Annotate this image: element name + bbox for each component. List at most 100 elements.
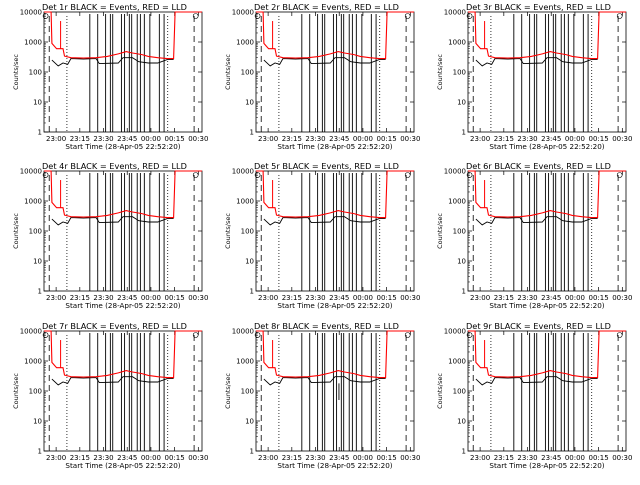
panel-title: Det 1r BLACK = Events, RED = LLD bbox=[42, 2, 187, 12]
x-axis-label: Start Time (28-Apr-05 22:52:20) bbox=[277, 142, 392, 151]
x-tick-label: 23:15 bbox=[494, 454, 514, 462]
y-tick-label: 10 bbox=[33, 258, 42, 266]
panel-det-4: Det 4r BLACK = Events, RED = LLD 1 10 100 10… bbox=[12, 161, 208, 310]
x-tick-label: 00:15 bbox=[165, 294, 185, 302]
panel-title: Det 3r BLACK = Events, RED = LLD bbox=[466, 2, 611, 12]
x-tick-label: 23:45 bbox=[329, 135, 349, 143]
x-tick-label: 23:15 bbox=[494, 294, 514, 302]
panel-title: Det 7r BLACK = Events, RED = LLD bbox=[42, 321, 187, 331]
axes-frame bbox=[43, 170, 203, 292]
series-events bbox=[51, 57, 174, 67]
x-tick-label: 23:00 bbox=[470, 135, 490, 143]
series-events bbox=[51, 216, 174, 226]
x-tick-label: 00:00 bbox=[141, 135, 161, 143]
gap-marker bbox=[42, 332, 49, 338]
y-axis-label: Counts/sec bbox=[436, 373, 444, 409]
x-tick-label: 00:30 bbox=[188, 454, 208, 462]
gap-marker bbox=[192, 172, 199, 178]
y-tick-label: 1000 bbox=[24, 39, 42, 47]
y-tick-label: 1000 bbox=[24, 198, 42, 206]
y-tick-label: 10000 bbox=[232, 168, 254, 176]
y-tick-label: 1000 bbox=[448, 358, 466, 366]
x-tick-label: 23:15 bbox=[282, 135, 302, 143]
series-events bbox=[475, 376, 598, 386]
x-tick-label: 00:30 bbox=[400, 135, 420, 143]
x-tick-label: 23:45 bbox=[117, 294, 137, 302]
y-tick-label: 10000 bbox=[232, 9, 254, 17]
x-tick-label: 23:00 bbox=[46, 135, 66, 143]
x-tick-label: 23:00 bbox=[258, 454, 278, 462]
panel-det-9: Det 9r BLACK = Events, RED = LLD 1 10 100 10… bbox=[436, 321, 632, 470]
x-tick-label: 00:00 bbox=[353, 135, 373, 143]
gap-marker bbox=[466, 172, 473, 178]
y-tick-label: 1 bbox=[462, 129, 466, 137]
x-tick-label: 00:15 bbox=[165, 135, 185, 143]
series-lld bbox=[256, 170, 414, 219]
x-tick-label: 23:15 bbox=[494, 135, 514, 143]
gap-marker bbox=[254, 332, 261, 338]
y-tick-label: 10 bbox=[245, 418, 254, 426]
x-tick-label: 00:15 bbox=[165, 454, 185, 462]
gap-marker bbox=[254, 13, 261, 19]
y-tick-label: 10 bbox=[245, 258, 254, 266]
x-tick-label: 23:45 bbox=[329, 454, 349, 462]
y-tick-label: 10000 bbox=[444, 328, 466, 336]
x-tick-label: 00:00 bbox=[141, 454, 161, 462]
y-axis-label: Counts/sec bbox=[436, 54, 444, 90]
x-tick-label: 23:15 bbox=[282, 294, 302, 302]
x-tick-label: 23:30 bbox=[517, 294, 537, 302]
y-tick-label: 10000 bbox=[20, 328, 42, 336]
y-tick-label: 100 bbox=[241, 388, 254, 396]
gap-marker bbox=[616, 172, 623, 178]
x-tick-label: 23:00 bbox=[258, 294, 278, 302]
x-tick-label: 00:30 bbox=[612, 294, 632, 302]
panel-title: Det 5r BLACK = Events, RED = LLD bbox=[254, 161, 399, 171]
x-tick-label: 00:30 bbox=[400, 294, 420, 302]
axes-frame bbox=[255, 170, 415, 292]
x-tick-label: 00:15 bbox=[589, 294, 609, 302]
y-tick-label: 10 bbox=[33, 418, 42, 426]
y-tick-label: 10000 bbox=[444, 168, 466, 176]
x-tick-label: 00:30 bbox=[400, 454, 420, 462]
gap-marker bbox=[404, 172, 411, 178]
gap-marker bbox=[192, 332, 199, 338]
gap-marker bbox=[192, 13, 199, 19]
series-events bbox=[263, 216, 386, 226]
y-tick-label: 100 bbox=[29, 228, 42, 236]
x-tick-label: 00:00 bbox=[565, 294, 585, 302]
x-tick-label: 00:00 bbox=[565, 135, 585, 143]
gap-marker bbox=[466, 13, 473, 19]
y-tick-label: 1000 bbox=[24, 358, 42, 366]
x-tick-label: 23:15 bbox=[70, 135, 90, 143]
gap-marker bbox=[404, 332, 411, 338]
panel-det-5: Det 5r BLACK = Events, RED = LLD 1 10 100 10… bbox=[224, 161, 420, 310]
panel-det-8: Det 8r BLACK = Events, RED = LLD 1 10 100 10… bbox=[224, 321, 420, 470]
y-axis-label: Counts/sec bbox=[224, 54, 232, 90]
x-tick-label: 23:30 bbox=[305, 135, 325, 143]
series-lld bbox=[256, 330, 414, 379]
x-tick-label: 23:00 bbox=[258, 135, 278, 143]
x-tick-label: 00:30 bbox=[612, 135, 632, 143]
x-tick-label: 23:45 bbox=[329, 294, 349, 302]
series-lld bbox=[256, 11, 414, 60]
x-tick-label: 00:15 bbox=[377, 135, 397, 143]
x-axis-label: Start Time (28-Apr-05 22:52:20) bbox=[65, 142, 180, 151]
y-tick-label: 1000 bbox=[236, 358, 254, 366]
x-tick-label: 00:30 bbox=[188, 294, 208, 302]
x-tick-label: 00:15 bbox=[377, 454, 397, 462]
y-axis-label: Counts/sec bbox=[436, 213, 444, 249]
series-lld bbox=[44, 330, 202, 379]
y-tick-label: 1 bbox=[38, 288, 42, 296]
gap-marker bbox=[466, 332, 473, 338]
x-tick-label: 23:15 bbox=[70, 454, 90, 462]
y-tick-label: 1000 bbox=[236, 39, 254, 47]
y-tick-label: 100 bbox=[29, 388, 42, 396]
series-lld bbox=[468, 170, 626, 219]
x-tick-label: 23:30 bbox=[93, 135, 113, 143]
series-events bbox=[475, 57, 598, 67]
gap-marker bbox=[254, 172, 261, 178]
panel-det-2: Det 2r BLACK = Events, RED = LLD 1 10 100 10… bbox=[224, 2, 420, 151]
y-tick-label: 100 bbox=[453, 69, 466, 77]
x-tick-label: 23:00 bbox=[470, 454, 490, 462]
